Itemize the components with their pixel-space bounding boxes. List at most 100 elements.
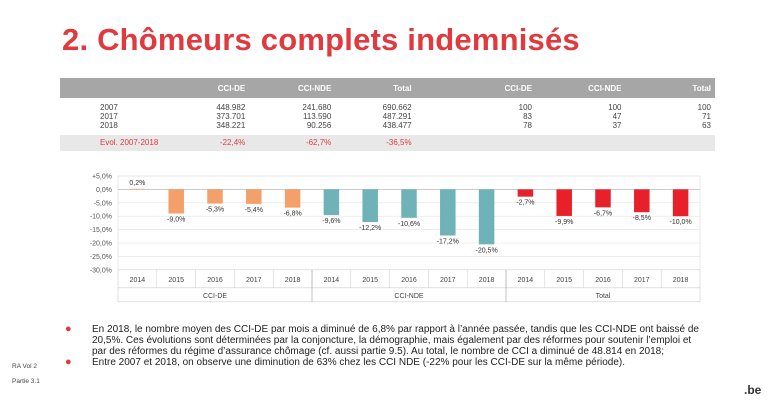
y-tick-label: 0,0% [96,187,112,194]
bullet-dot-icon: ● [65,356,72,368]
table-cell: 90.256 [306,121,332,130]
page-title: 2. Chômeurs complets indemnisés [62,22,580,57]
data-label: -6,7% [594,210,612,217]
table-cell [416,103,462,112]
table-cell [625,135,715,151]
bullet-item: ● En 2018, le nombre moyen des CCI-DE pa… [65,323,705,358]
chart-bar [634,189,650,213]
x-tick-label: 2016 [595,277,611,284]
bullet-list: ● En 2018, le nombre moyen des CCI-DE pa… [65,323,705,369]
data-label: -12,2% [359,225,381,232]
table-cell: -62,7% [249,135,336,151]
chart-bar [362,189,378,223]
chart-bar [440,189,456,236]
table-cell [415,135,462,151]
x-tick-label: 2017 [246,277,262,284]
y-tick-label: -30,0% [90,267,112,274]
evolution-bar-chart: +5,0% 0,0% -5,0% -10,0% -15,0% -20,0% -25,0% -3… [90,174,701,303]
data-label: -17,2% [437,238,459,245]
data-label: -5,3% [206,207,224,214]
x-tick-label: 2014 [130,277,146,284]
table-cell: -22,4% [168,135,250,151]
data-label: -10,6% [398,221,420,228]
table-cell: 2017 [100,112,118,121]
chart-bar [556,189,572,216]
group-label: Total [596,293,611,300]
table-cell: 373.701 [216,112,246,121]
table-cell: 438.477 [382,121,412,130]
table-cell [536,135,626,151]
table-cell [416,112,462,121]
table-cell: 2007 [100,103,118,112]
data-label: -10,0% [670,219,692,226]
statistics-table: CCI-DE CCI-NDE Total CCI-DE CCI-NDE Tota… [60,78,715,151]
footer-part: Partie 3.1 [12,378,40,385]
table-header-cell [415,78,462,98]
table-cell: 100 [697,103,711,112]
table-cell: 241.680 [302,103,332,112]
group-label: CCI-NDE [394,293,423,300]
chart-bar [129,188,146,190]
table-cell: 100 [518,103,533,112]
table-cell: 487.291 [382,112,412,121]
data-label: -6,8% [283,211,301,218]
x-tick-label: 2015 [168,277,184,284]
table-header-cell: CCI-DE [461,78,537,98]
chart-bar [478,189,495,245]
bullet-text: Entre 2007 et 2018, on observe une dimin… [92,357,626,368]
chart-bar [672,189,689,217]
x-tick-label: 2018 [285,277,301,284]
footer-volume: RA Vol 2 [12,363,37,370]
chart-bar [323,189,340,216]
table-header-cell: Total [625,78,715,98]
table-header-cell: Total [335,78,416,98]
table-cell [416,121,462,130]
x-tick-label: 2015 [362,277,378,284]
table-cell: -36,5% [335,135,416,151]
y-tick-label: +5,0% [92,174,112,181]
chart-bar [246,189,262,204]
table-cell: 63 [702,121,711,130]
chart-bar [168,189,184,214]
y-tick-label: -25,0% [90,254,112,261]
x-tick-label: 2016 [401,277,417,284]
x-tick-label: 2014 [518,277,534,284]
table-header-row: CCI-DE CCI-NDE Total CCI-DE CCI-NDE Tota… [60,78,715,98]
table-header-cell [60,78,169,98]
table-header-cell: CCI-DE [168,78,250,98]
table-cell [461,135,537,151]
x-axis-band [117,269,701,303]
table-cell: 348.221 [216,121,246,130]
x-tick-label: 2018 [479,277,495,284]
table-header-cell: CCI-NDE [536,78,626,98]
table-row: 2018 348.221 90.256 438.477 78 37 63 [60,121,715,130]
bullet-text: En 2018, le nombre moyen des CCI-DE par … [92,324,699,357]
x-tick-label: 2016 [207,277,223,284]
y-tick-label: -20,0% [90,241,112,248]
table-cell: Evol. 2007-2018 [60,135,169,151]
data-label: -9,9% [555,219,573,226]
x-tick-label: 2015 [556,277,572,284]
be-logo: .be [744,383,762,397]
table-row: 2007 448.982 241.680 690.662 100 100 100 [60,103,715,112]
data-label: -8,5% [633,215,651,222]
x-tick-label: 2017 [440,277,456,284]
data-label: -5,4% [245,207,263,214]
y-tick-label: -10,0% [90,214,112,221]
chart-bar [207,189,223,204]
data-label: -2,7% [516,200,534,207]
table-row: 2017 373.701 113.590 487.291 83 47 71 [60,112,715,121]
x-tick-label: 2017 [634,277,650,284]
table-cell: 2018 [100,121,118,130]
table-cell: 37 [612,121,622,130]
table-cell: 78 [523,121,533,130]
bullet-dot-icon: ● [65,323,72,335]
table-cell: 47 [612,112,622,121]
evolution-row: Evol. 2007-2018 -22,4% -62,7% -36,5% [60,135,715,151]
x-tick-label: 2018 [673,277,689,284]
table-cell: 83 [523,112,533,121]
x-tick-label: 2014 [324,277,340,284]
data-label: -9,6% [322,218,340,225]
y-tick-label: -15,0% [90,227,112,234]
chart-bar [517,189,534,197]
